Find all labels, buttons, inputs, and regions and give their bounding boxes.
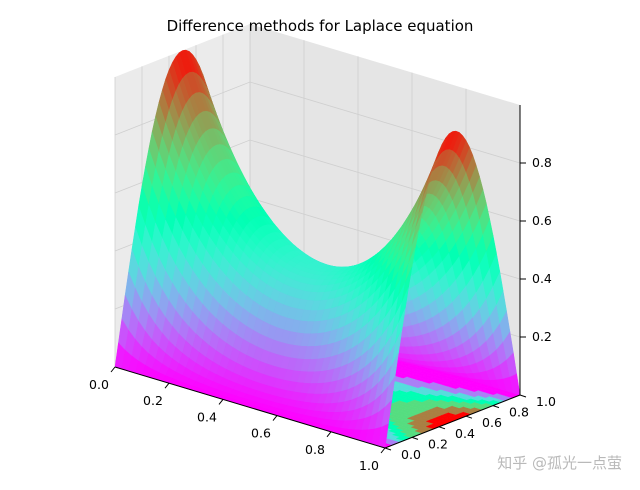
y-tick (411, 436, 419, 440)
x-tick (380, 447, 386, 454)
y-tick (492, 405, 500, 409)
x-tick (110, 366, 116, 373)
x-tick-label: 0.6 (251, 426, 271, 441)
chart-title: Difference methods for Laplace equation (167, 17, 474, 35)
x-tick-label: 0.2 (143, 393, 163, 408)
z-tick-label: 0.6 (532, 213, 552, 228)
y-tick-label: 0.6 (482, 415, 502, 430)
tick-labels: 0.0 0.2 0.4 0.6 0.8 1.0 0.0 0.2 0.4 0.6 0.8 1.0 0.2 0… (89, 155, 556, 473)
y-tick (465, 415, 473, 419)
axes-lines (114, 105, 521, 449)
x-tick-label: 1.0 (359, 458, 379, 473)
z-tick-label: 0.8 (532, 155, 552, 170)
y-tick (438, 426, 446, 430)
y-tick-label: 0.4 (455, 426, 475, 441)
x-tick (164, 382, 170, 389)
y-tick (384, 447, 392, 451)
y-tick-label: 0.2 (428, 436, 448, 451)
y-tick-label: 0.8 (509, 405, 529, 420)
y-tick (519, 394, 527, 398)
x-tick (272, 415, 278, 421)
watermark: 知乎 @孤光一点萤 (497, 454, 622, 472)
x-tick-label: 0.0 (89, 377, 109, 392)
x-tick-label: 0.8 (305, 442, 325, 457)
x-axis-line (114, 366, 386, 449)
z-tick-label: 0.2 (532, 329, 552, 344)
y-tick-label: 1.0 (536, 394, 556, 409)
x-tick (326, 431, 332, 438)
y-axis-line (384, 394, 521, 449)
x-tick-label: 0.4 (197, 409, 217, 424)
surface (114, 49, 521, 449)
z-tick-label: 0.4 (532, 271, 552, 286)
x-tick (218, 399, 224, 405)
y-tick-label: 0.0 (401, 447, 421, 462)
